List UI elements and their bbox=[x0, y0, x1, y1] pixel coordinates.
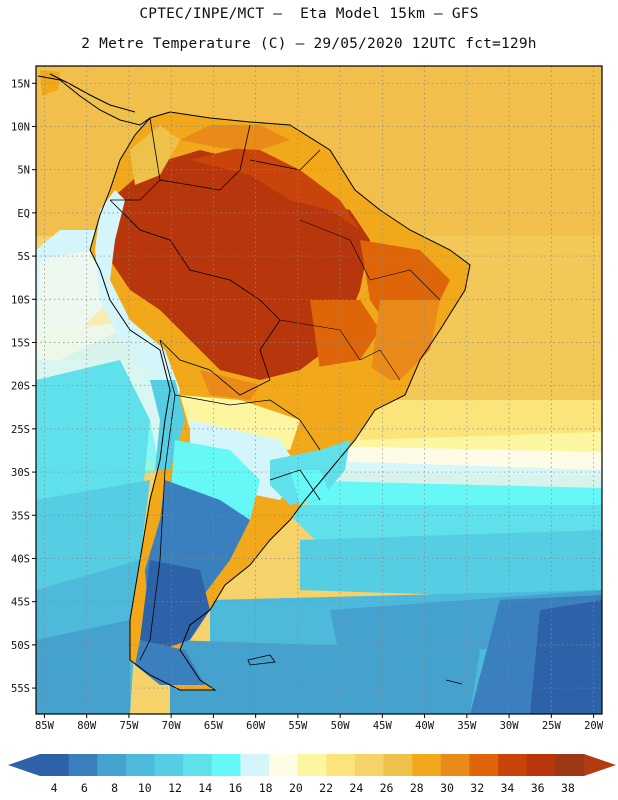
colorbar-swatch bbox=[412, 754, 442, 776]
lat-tick-label: EQ bbox=[17, 208, 30, 220]
colorbar-swatch bbox=[326, 754, 356, 776]
colorbar-label: 36 bbox=[531, 781, 545, 795]
colorbar-swatch bbox=[526, 754, 556, 776]
colorbar-label: 34 bbox=[501, 781, 515, 795]
central-america-coast bbox=[37, 75, 151, 126]
colorbar-label: 6 bbox=[81, 781, 88, 795]
colorbar-swatch bbox=[125, 754, 156, 776]
lat-tick-label: 35S bbox=[11, 510, 30, 522]
colorbar-under-arrow bbox=[8, 754, 40, 776]
colorbar-label: 26 bbox=[380, 781, 394, 795]
colorbar-swatch bbox=[440, 754, 470, 776]
lat-tick-label: 10S bbox=[11, 294, 30, 306]
lon-tick-label: 55W bbox=[288, 720, 308, 732]
lon-tick-label: 50W bbox=[331, 720, 351, 732]
lon-tick-label: 80W bbox=[77, 720, 97, 732]
colorbar-label: 18 bbox=[259, 781, 273, 795]
lon-tick-label: 60W bbox=[246, 720, 266, 732]
colorbar-swatch bbox=[383, 754, 413, 776]
colorbar-label: 24 bbox=[349, 781, 363, 795]
lat-tick-label: 40S bbox=[11, 553, 30, 565]
colorbar-label: 28 bbox=[410, 781, 424, 795]
colorbar-over-arrow bbox=[584, 754, 616, 776]
lat-tick-label: 45S bbox=[11, 597, 30, 609]
coastline bbox=[89, 111, 471, 691]
title-field: 2 Metre Temperature (C) – 29/05/2020 12U… bbox=[81, 36, 537, 52]
lat-tick-label: 55S bbox=[11, 683, 30, 695]
lon-tick-label: 70W bbox=[162, 720, 182, 732]
colorbar-label: 10 bbox=[138, 781, 152, 795]
map-frame bbox=[35, 65, 603, 715]
colorbar-label: 8 bbox=[111, 781, 118, 795]
lat-tick-label: 20S bbox=[11, 381, 30, 393]
lon-tick-label: 65W bbox=[204, 720, 224, 732]
central-america-land bbox=[38, 74, 150, 125]
colorbar-label: 30 bbox=[440, 781, 454, 795]
lon-axis: 85W 80W 75W 70W 65W 60W 55W 50W 45W 40W 35W 30W 25W 2… bbox=[35, 714, 604, 732]
colorbar-swatch bbox=[555, 754, 585, 776]
colorbar-label: 22 bbox=[319, 781, 333, 795]
colorbar-swatch bbox=[68, 754, 98, 776]
colorbar-swatch bbox=[211, 754, 241, 776]
colorbar-swatch bbox=[469, 754, 499, 776]
colorbar-label: 32 bbox=[470, 781, 484, 795]
title-model: CPTEC/INPE/MCT – Eta Model 15km – GFS bbox=[139, 6, 479, 22]
lat-tick-label: 15N bbox=[11, 78, 30, 90]
lat-axis: 15N 10N 5N EQ 5S 10S 15S 20S 25S 30S 35S 40S 45S 50S 5… bbox=[11, 78, 36, 695]
lat-tick-label: 30S bbox=[11, 467, 30, 479]
colorbar-swatch bbox=[297, 754, 327, 776]
lat-tick-label: 5N bbox=[17, 165, 30, 177]
lat-tick-label: 25S bbox=[11, 424, 30, 436]
colorbar-swatch bbox=[354, 754, 385, 776]
amazon-hot-core bbox=[110, 150, 370, 380]
lat-tick-label: 50S bbox=[11, 640, 30, 652]
colorbar-swatch bbox=[240, 754, 270, 776]
graticule bbox=[36, 66, 602, 714]
lon-tick-label: 20W bbox=[584, 720, 604, 732]
lon-tick-label: 25W bbox=[542, 720, 562, 732]
lat-tick-label: 5S bbox=[17, 251, 30, 263]
lon-tick-label: 30W bbox=[500, 720, 520, 732]
andes-cool-strip bbox=[95, 190, 180, 420]
colorbar-label: 38 bbox=[561, 781, 575, 795]
lon-tick-label: 85W bbox=[35, 720, 55, 732]
lat-tick-label: 10N bbox=[11, 121, 30, 133]
colorbar-label: 12 bbox=[168, 781, 182, 795]
colorbar-label: 4 bbox=[51, 781, 58, 795]
temperature-field bbox=[36, 66, 602, 714]
lat-tick-label: 15S bbox=[11, 337, 30, 349]
colorbar-swatch bbox=[498, 754, 528, 776]
colorbar-swatch bbox=[269, 754, 299, 776]
lon-tick-label: 75W bbox=[119, 720, 139, 732]
colorbar-label: 16 bbox=[229, 781, 243, 795]
colorbar-label: 20 bbox=[289, 781, 303, 795]
colorbar-swatch bbox=[154, 754, 184, 776]
lon-tick-label: 35W bbox=[457, 720, 477, 732]
colorbar-label: 14 bbox=[198, 781, 212, 795]
colorbar-swatch bbox=[97, 754, 127, 776]
lon-tick-label: 40W bbox=[415, 720, 435, 732]
lon-tick-label: 45W bbox=[373, 720, 393, 732]
colorbar-swatch bbox=[183, 754, 213, 776]
colorbar-swatch bbox=[40, 754, 70, 776]
colorbar: 4 6 8 10 12 14 16 18 20 22 24 26 28 30 32 34 36 38 bbox=[8, 754, 616, 795]
